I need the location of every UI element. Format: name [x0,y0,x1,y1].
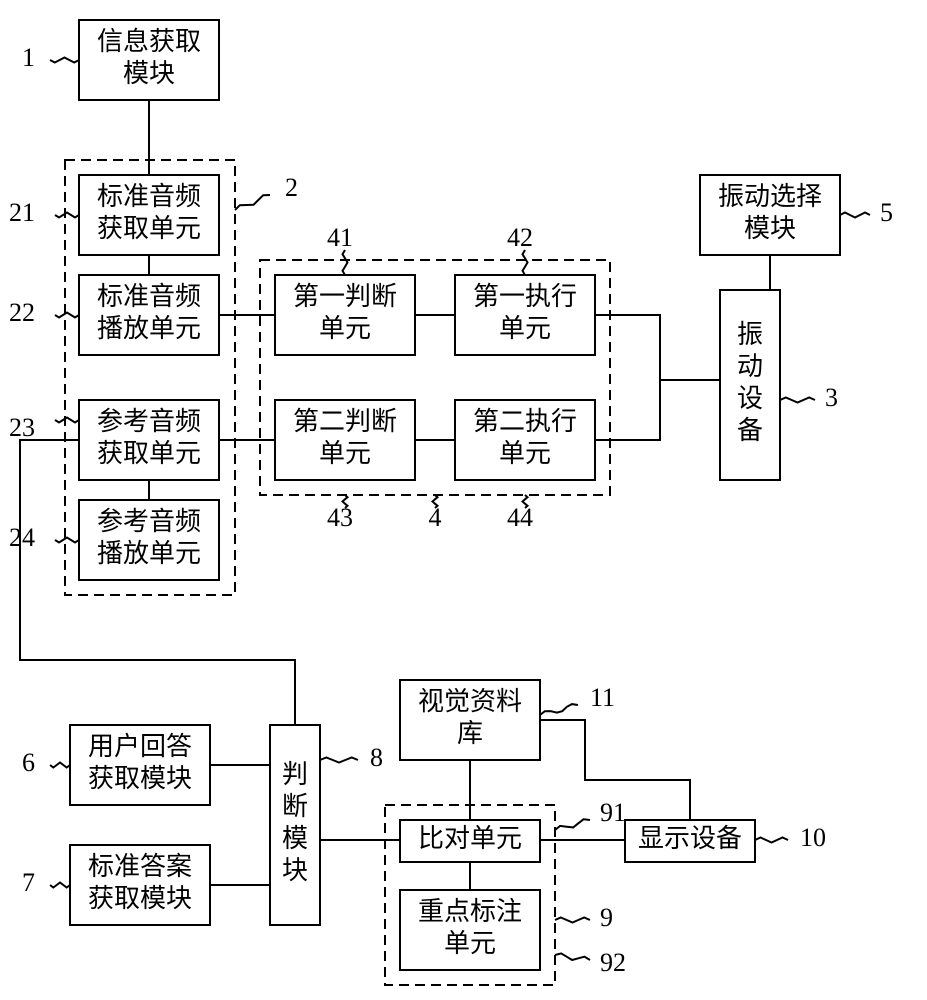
node-text-n92-0: 重点标注 [418,897,522,926]
node-text-n21-0: 标准音频 [97,182,201,211]
node-text-n8-2: 模 [282,824,308,853]
block-diagram: 信息获取模块标准音频获取单元标准音频播放单元参考音频获取单元参考音频播放单元第一… [0,0,927,1000]
ref-num-1: 1 [22,43,35,72]
lead-0 [50,58,79,63]
node-text-n24-0: 参考音频 [97,507,201,536]
node-text-n44-1: 单元 [499,439,551,468]
node-text-n6-1: 获取模块 [88,764,192,793]
lead-1 [55,213,79,218]
node-n1: 信息获取模块 [79,20,219,100]
node-text-n92-1: 单元 [444,929,496,958]
ref-num-21: 21 [9,198,35,227]
ref-num-4: 4 [429,503,442,532]
ref-num-44: 44 [507,503,533,532]
node-text-n23-0: 参考音频 [97,407,201,436]
ref-num-91: 91 [600,798,626,827]
lead-4 [55,538,79,543]
node-n8: 判断模块 [270,725,320,925]
node-text-n22-1: 播放单元 [97,314,201,343]
ref-num-23: 23 [9,413,35,442]
node-text-n1-0: 信息获取 [97,27,201,56]
lead-17 [555,819,590,830]
node-text-n3-3: 备 [737,416,763,445]
lead-18 [555,918,590,923]
node-n10: 显示设备 [625,820,755,862]
node-text-n3-0: 振 [737,320,763,349]
node-text-n8-3: 块 [282,856,308,885]
lead-19 [555,953,590,960]
ref-num-8: 8 [370,743,383,772]
node-n92: 重点标注单元 [400,890,540,970]
ref-num-43: 43 [327,503,353,532]
node-text-n42-1: 单元 [499,314,551,343]
lead-14 [50,883,70,888]
node-text-n7-0: 标准答案 [88,852,192,881]
ref-num-92: 92 [600,948,626,977]
node-text-n10-0: 显示设备 [638,824,742,853]
node-text-n3-1: 动 [737,352,763,381]
node-text-n5-1: 模块 [744,214,796,243]
node-text-n22-0: 标准音频 [97,282,201,311]
lead-6 [343,250,348,275]
lead-11 [840,213,870,218]
ref-num-5: 5 [880,198,893,227]
ref-num-3: 3 [825,383,838,412]
node-text-n24-1: 播放单元 [97,539,201,568]
lead-15 [320,758,358,763]
ref-num-24: 24 [9,523,35,552]
node-text-n91-0: 比对单元 [418,824,522,853]
lead-7 [523,250,528,275]
node-text-n8-0: 判 [282,760,308,789]
ref-num-11: 11 [590,683,615,712]
ref-num-10: 10 [800,823,826,852]
node-n44: 第二执行单元 [455,400,595,480]
edge-8 [595,380,660,440]
lead-13 [50,763,70,768]
node-text-n3-2: 设 [737,384,763,413]
node-n41: 第一判断单元 [275,275,415,355]
node-n11: 视觉资料库 [400,680,540,760]
lead-3 [55,418,79,423]
node-n3: 振动设备 [720,290,780,480]
edge-4 [595,315,720,380]
node-n22: 标准音频播放单元 [79,275,219,355]
node-text-n44-0: 第二执行 [473,407,577,436]
ref-num-22: 22 [9,298,35,327]
ref-num-41: 41 [327,223,353,252]
node-text-n11-1: 库 [457,719,483,748]
node-text-n41-1: 单元 [319,314,371,343]
node-text-n6-0: 用户回答 [88,732,192,761]
ref-num-2: 2 [285,173,298,202]
node-text-n42-0: 第一执行 [473,282,577,311]
lead-5 [235,195,270,210]
node-text-n7-1: 获取模块 [88,884,192,913]
node-n5: 振动选择模块 [700,175,840,255]
node-text-n43-0: 第二判断 [293,407,397,436]
node-text-n1-1: 模块 [123,59,175,88]
node-n6: 用户回答获取模块 [70,725,210,805]
ref-num-7: 7 [22,868,35,897]
edge-10 [20,440,295,725]
node-n24: 参考音频播放单元 [79,500,219,580]
node-n23: 参考音频获取单元 [79,400,219,480]
node-n43: 第二判断单元 [275,400,415,480]
ref-num-42: 42 [507,223,533,252]
lead-20 [755,838,788,843]
node-text-n23-1: 获取单元 [97,439,201,468]
lead-16 [540,704,578,715]
node-text-n8-1: 断 [282,792,308,821]
node-text-n11-0: 视觉资料 [418,687,522,716]
node-text-n5-0: 振动选择 [718,182,822,211]
node-n7: 标准答案获取模块 [70,845,210,925]
node-text-n43-1: 单元 [319,439,371,468]
ref-num-9: 9 [600,903,613,932]
lead-12 [780,398,815,403]
node-n91: 比对单元 [400,820,540,862]
node-text-n41-0: 第一判断 [293,282,397,311]
ref-num-6: 6 [22,748,35,777]
node-n42: 第一执行单元 [455,275,595,355]
node-n21: 标准音频获取单元 [79,175,219,255]
lead-2 [55,313,79,318]
node-text-n21-1: 获取单元 [97,214,201,243]
